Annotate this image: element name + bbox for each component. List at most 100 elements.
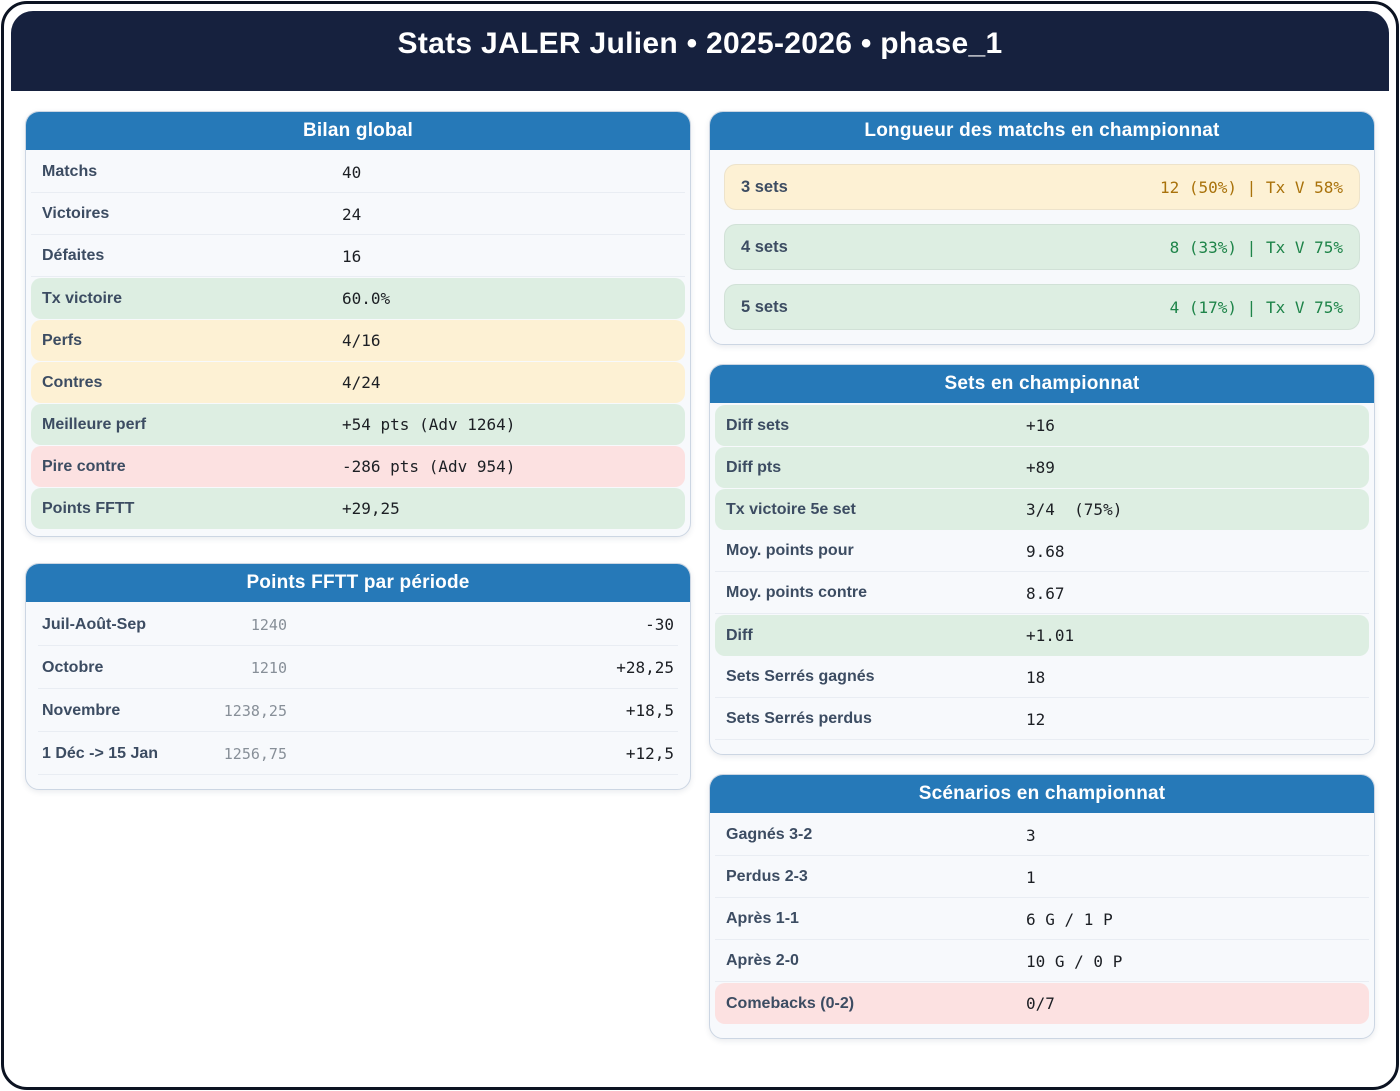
row-label: Après 2-0 [726,952,799,969]
row-value: 16 [342,246,362,266]
row-points: 1256,75 [223,744,287,763]
row-label: Novembre [42,701,121,719]
row-label: Sets Serrés perdus [726,710,872,727]
table-row: Perdus 2-3 1 [715,857,1369,898]
table-row: 4 sets 8 (33%) | Tx V 75% [724,224,1360,270]
row-value: +16 [1026,416,1055,435]
row-value: +29,25 [342,499,400,518]
table-row: Après 2-0 10 G / 0 P [715,941,1369,982]
table-row: Moy. points pour 9.68 [715,531,1369,572]
content: Bilan global Matchs 40 Victoires 24 Défaites… [4,91,1396,1039]
row-label: Octobre [42,658,104,676]
table-row: Gagnés 3-2 3 [715,815,1369,856]
row-label: 1 Déc -> 15 Jan [42,744,159,762]
table-row: Diff +1.01 [715,615,1369,656]
row-value: 10 G / 0 P [1026,951,1123,971]
row-label: Diff [726,626,753,644]
row-value: 0/7 [1026,994,1055,1013]
table-row: Meilleure perf +54 pts (Adv 1264) [31,404,685,445]
card-longueur-body: 3 sets 12 (50%) | Tx V 58% 4 sets 8 (33%) |… [710,150,1374,330]
card-title: Longueur des matchs en championnat [864,120,1220,141]
row-delta: +12,5 [625,744,674,763]
table-row: Sets Serrés gagnés 18 [715,657,1369,698]
page-title: Stats JALER Julien • 2025-2026 • phase_1 [397,27,1003,60]
row-value: +89 [1026,458,1055,477]
table-row: Diff sets +16 [715,405,1369,446]
row-label: Juil-Août-Sep [42,615,146,633]
row-label: Matchs [42,163,98,180]
card-scenarios-header: Scénarios en championnat [710,775,1374,813]
row-value: 4 (17%) | Tx V 75% [1169,297,1343,317]
row-label: Comebacks (0-2) [726,994,855,1012]
table-row: Sets Serrés perdus 12 [715,699,1369,740]
card-longueur-header: Longueur des matchs en championnat [710,112,1374,150]
row-label: Meilleure perf [42,415,147,433]
table-row: Diff pts +89 [715,447,1369,488]
table-row: Moy. points contre 8.67 [715,573,1369,614]
table-row: 1 Déc -> 15 Jan 1256,75 +12,5 [38,733,678,775]
row-label: Tx victoire 5e set [726,500,856,518]
row-value: 4/24 [342,373,381,392]
row-value: 1 [1026,867,1036,887]
left-column: Bilan global Matchs 40 Victoires 24 Défaites… [25,111,691,1039]
row-delta: -30 [645,615,674,634]
table-row: 3 sets 12 (50%) | Tx V 58% [724,164,1360,210]
table-row: Perfs 4/16 [31,320,685,361]
table-row: Après 1-1 6 G / 1 P [715,899,1369,940]
card-sets-championnat: Sets en championnat Diff sets +16 Diff pts… [709,364,1375,755]
table-row: Octobre 1210 +28,25 [38,647,678,689]
row-value: 8 (33%) | Tx V 75% [1169,237,1343,257]
card-bilan-body: Matchs 40 Victoires 24 Défaites 16 Tx victoire… [26,150,690,536]
card-bilan-global: Bilan global Matchs 40 Victoires 24 Défaites… [25,111,691,537]
table-row: Points FFTT +29,25 [31,488,685,529]
row-points: 1238,25 [223,701,287,720]
row-value: 6 G / 1 P [1026,909,1113,929]
row-value: 60.0% [342,289,391,308]
row-label: Perfs [42,331,83,349]
table-row: Tx victoire 5e set 3/4 (75%) [715,489,1369,530]
row-value: 9.68 [1026,541,1065,561]
row-value: 3/4 (75%) [1026,500,1123,519]
card-bilan-header: Bilan global [26,112,690,150]
row-label: Moy. points pour [726,542,854,559]
table-row: Juil-Août-Sep 1240 -30 [38,604,678,646]
card-periods-header: Points FFTT par période [26,564,690,602]
card-title: Points FFTT par période [246,572,470,593]
row-delta: +18,5 [625,701,674,720]
card-scenarios-championnat: Scénarios en championnat Gagnés 3-2 3 Perd… [709,774,1375,1039]
row-label: Diff pts [726,458,782,476]
row-value: 3 [1026,825,1036,845]
card-longueur-matchs: Longueur des matchs en championnat 3 set… [709,111,1375,345]
row-label: 5 sets [741,297,788,316]
table-row: Comebacks (0-2) 0/7 [715,983,1369,1024]
row-label: Tx victoire [42,289,123,307]
table-row: Victoires 24 [31,194,685,235]
card-sets-body: Diff sets +16 Diff pts +89 Tx victoire 5e se… [710,403,1374,754]
row-value: 24 [342,204,362,224]
card-periods-body: Juil-Août-Sep 1240 -30 Octobre 1210 +28,25 Nov… [26,602,690,789]
row-points: 1240 [250,615,287,634]
card-title: Bilan global [302,120,414,141]
card-title: Scénarios en championnat [918,783,1166,804]
row-value: +1.01 [1026,626,1075,645]
row-label: Points FFTT [42,499,135,517]
table-row: Matchs 40 [31,152,685,193]
row-points: 1210 [250,658,287,677]
row-label: Contres [42,373,103,391]
row-value: 4/16 [342,331,381,350]
row-value: 12 (50%) | Tx V 58% [1159,177,1343,197]
right-column: Longueur des matchs en championnat 3 set… [709,111,1375,1039]
row-value: -286 pts (Adv 954) [342,457,516,476]
table-row: Défaites 16 [31,236,685,277]
table-row: Tx victoire 60.0% [31,278,685,319]
row-label: 4 sets [741,237,788,256]
table-row: 5 sets 4 (17%) | Tx V 75% [724,284,1360,330]
card-scenarios-body: Gagnés 3-2 3 Perdus 2-3 1 Après 1-1 6 G / 1 P… [710,813,1374,1038]
card-sets-header: Sets en championnat [710,365,1374,403]
row-value: 8.67 [1026,583,1065,603]
row-delta: +28,25 [616,658,674,677]
row-label: Perdus 2-3 [726,868,808,885]
row-value: 18 [1026,667,1046,687]
row-label: Défaites [42,247,105,264]
